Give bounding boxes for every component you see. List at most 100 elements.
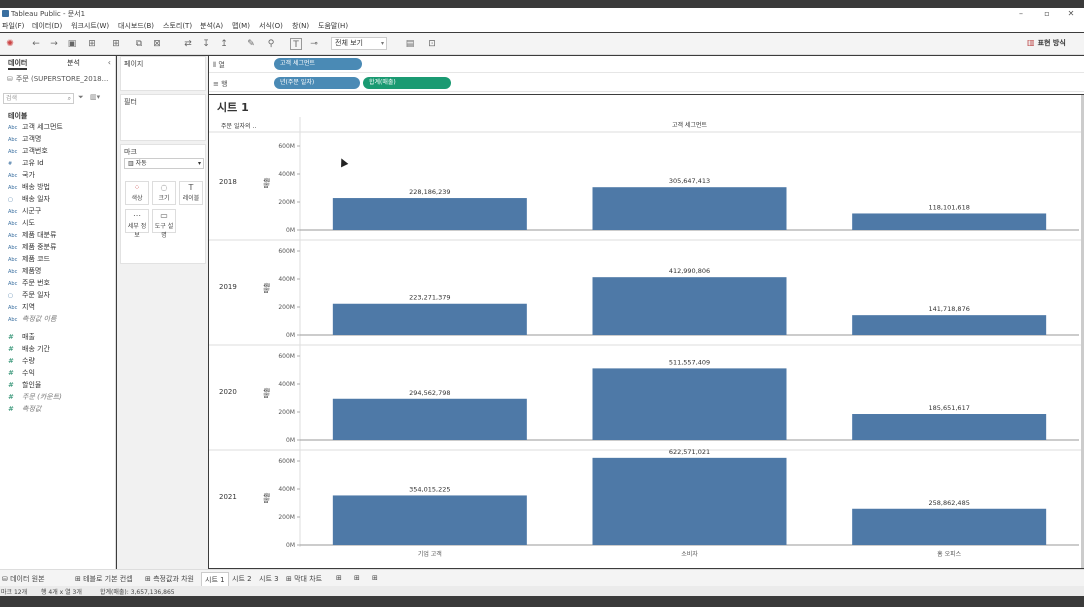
bar[interactable] xyxy=(852,213,1047,230)
dimension-field[interactable]: Abc 제품 중분류 xyxy=(8,242,56,254)
duplicate-icon[interactable]: ⧉ xyxy=(135,39,143,49)
new-sheet-icon[interactable]: ⊞ xyxy=(112,39,120,49)
tab-datasource[interactable]: ⛁ 데이터 원본 xyxy=(2,574,45,584)
viz-area[interactable]: 시트 1 주문 일자의 .. 고객 세그먼트 2018 매출 0M 200M 400M 600… xyxy=(209,95,1081,568)
search-input[interactable]: 검색 ⌕ xyxy=(3,93,74,104)
dimension-field[interactable]: Abc 제품 대분류 xyxy=(8,230,56,242)
menu-data[interactable]: 데이터(D) xyxy=(32,22,63,30)
tab-sheet-2[interactable]: 시트 2 xyxy=(232,575,252,583)
measure-field[interactable]: # 주문 (카운트) xyxy=(8,392,62,404)
dimension-field[interactable]: Abc 고객명 xyxy=(8,134,41,146)
dimension-field[interactable]: Abc 고객번호 xyxy=(8,146,48,158)
bar[interactable] xyxy=(592,187,787,230)
tab-sheet-concept[interactable]: ⊞ 테블로 기본 컨셉 xyxy=(75,574,133,584)
collapse-icon[interactable]: ‹ xyxy=(107,58,111,67)
menu-story[interactable]: 스토리(T) xyxy=(163,22,193,30)
group-icon[interactable]: ⚲ xyxy=(267,39,275,49)
bar[interactable] xyxy=(592,368,787,440)
tab-analysis[interactable]: 분석 xyxy=(67,59,80,67)
dimension-field[interactable]: Abc 시군구 xyxy=(8,206,41,218)
measure-field[interactable]: # 할인율 xyxy=(8,380,41,392)
tab-data[interactable]: 데이터 xyxy=(8,58,28,70)
tooltip-button[interactable]: ▭ 도구 설명 xyxy=(152,209,176,239)
menu-analysis[interactable]: 분석(A) xyxy=(200,22,224,30)
redo-icon[interactable]: → xyxy=(50,39,58,49)
view-options-icon[interactable]: ▥▾ xyxy=(90,93,101,101)
swap-icon[interactable]: ⇄ xyxy=(184,39,192,49)
tab-sheet-measures[interactable]: ⊞ 측정값과 차원 xyxy=(145,574,194,584)
size-button[interactable]: ◌ 크기 xyxy=(152,181,176,205)
bar[interactable] xyxy=(592,277,787,335)
dimension-field[interactable]: Abc 시도 xyxy=(8,218,35,230)
undo-icon[interactable]: ← xyxy=(32,39,40,49)
new-story-icon[interactable]: ⊞ xyxy=(372,574,378,582)
bar[interactable] xyxy=(332,398,527,440)
dimension-field[interactable]: # 고유 Id xyxy=(8,158,44,170)
menu-map[interactable]: 맵(M) xyxy=(232,22,250,30)
marks-type-dropdown[interactable]: ▥ 자동 ▾ xyxy=(124,158,204,169)
dimension-field[interactable]: ▢ 배송 일자 xyxy=(8,194,50,206)
label-button[interactable]: T 레이블 xyxy=(179,181,203,205)
filter-icon[interactable]: ⏷ xyxy=(78,93,84,101)
bar[interactable] xyxy=(332,198,527,230)
minimize-button[interactable]: – xyxy=(1019,9,1023,18)
dimension-field[interactable]: Abc 제품 코드 xyxy=(8,254,50,266)
show-cards-icon[interactable]: ▤ xyxy=(405,39,415,49)
datasource-item[interactable]: ⛁ 주문 (SUPERSTORE_2018... xyxy=(7,74,108,84)
color-button[interactable]: ⁘ 색상 xyxy=(125,181,149,205)
maximize-button[interactable]: ▫ xyxy=(1044,9,1050,18)
measure-field[interactable]: # 수익 xyxy=(8,368,35,380)
new-dashboard-icon[interactable]: ⊞ xyxy=(354,574,360,582)
menu-dashboard[interactable]: 대시보드(B) xyxy=(118,22,155,30)
vertical-scrollbar[interactable] xyxy=(1081,95,1084,568)
tab-bar-chart[interactable]: ⊞ 막대 차트 xyxy=(286,574,322,584)
rows-pill-year[interactable]: 년(주문 일자) xyxy=(274,77,360,89)
menu-format[interactable]: 서식(O) xyxy=(259,22,283,30)
tableau-home-icon[interactable]: ✺ xyxy=(6,39,14,49)
measure-field[interactable]: # 배송 기간 xyxy=(8,344,50,356)
detail-button[interactable]: ⋯ 세부 정보 xyxy=(125,209,149,239)
menu-worksheet[interactable]: 워크시트(W) xyxy=(71,22,110,30)
dimension-field[interactable]: Abc 제품명 xyxy=(8,266,41,278)
rows-shelf[interactable]: ≡ 행 년(주문 일자) 합계(매출) xyxy=(209,75,1084,92)
bar[interactable] xyxy=(852,414,1047,440)
sort-desc-icon[interactable]: ↥ xyxy=(220,39,228,49)
menu-help[interactable]: 도움말(H) xyxy=(318,22,349,30)
bar-chart[interactable]: 주문 일자의 .. 고객 세그먼트 2018 매출 0M 200M 400M 600M 228,… xyxy=(209,95,1081,568)
pages-card[interactable]: 페이지 xyxy=(120,56,206,91)
highlight-icon[interactable]: ✎ xyxy=(247,39,255,49)
tab-sheet-3[interactable]: 시트 3 xyxy=(259,575,279,583)
rows-pill-sales[interactable]: 합계(매출) xyxy=(363,77,451,89)
columns-pill-segment[interactable]: 고객 세그먼트 xyxy=(274,58,362,70)
presentation-icon[interactable]: ⊡ xyxy=(428,39,436,49)
dimension-field[interactable]: ▢ 주문 일자 xyxy=(8,290,50,302)
menu-file[interactable]: 파일(F) xyxy=(2,22,25,30)
measure-field[interactable]: # 매출 xyxy=(8,332,35,344)
new-worksheet-icon[interactable]: ⊞ xyxy=(336,574,342,582)
measure-field[interactable]: # 측정값 xyxy=(8,404,41,416)
close-button[interactable]: ✕ xyxy=(1067,9,1075,18)
dimension-field[interactable]: Abc 지역 xyxy=(8,302,35,314)
clear-sheet-icon[interactable]: ⊠ xyxy=(153,39,161,49)
new-datasource-icon[interactable]: ⊞ xyxy=(88,39,96,49)
bar[interactable] xyxy=(592,457,787,545)
measure-field[interactable]: # 수량 xyxy=(8,356,35,368)
bar[interactable] xyxy=(852,315,1047,335)
fit-dropdown[interactable]: 전체 보기 ▾ xyxy=(331,37,387,50)
tab-sheet-1[interactable]: 시트 1 xyxy=(201,572,229,586)
save-icon[interactable]: ▣ xyxy=(67,39,77,49)
bar[interactable] xyxy=(332,303,527,335)
dimension-field[interactable]: Abc 측정값 이름 xyxy=(8,314,56,326)
bar[interactable] xyxy=(852,508,1047,545)
label-icon[interactable]: T xyxy=(290,38,302,50)
dimension-field[interactable]: Abc 국가 xyxy=(8,170,35,182)
dimension-field[interactable]: Abc 주문 번호 xyxy=(8,278,50,290)
filters-card[interactable]: 필터 xyxy=(120,94,206,141)
menu-window[interactable]: 창(N) xyxy=(292,22,310,30)
dimension-field[interactable]: Abc 고객 세그먼트 xyxy=(8,122,63,134)
bar[interactable] xyxy=(332,495,527,545)
show-me-button[interactable]: ▥ 표현 방식 xyxy=(1027,38,1066,48)
columns-shelf[interactable]: ⦀ 열 고객 세그먼트 xyxy=(209,56,1084,73)
pin-icon[interactable]: ⊸ xyxy=(310,39,318,49)
sort-asc-icon[interactable]: ↧ xyxy=(202,39,210,49)
